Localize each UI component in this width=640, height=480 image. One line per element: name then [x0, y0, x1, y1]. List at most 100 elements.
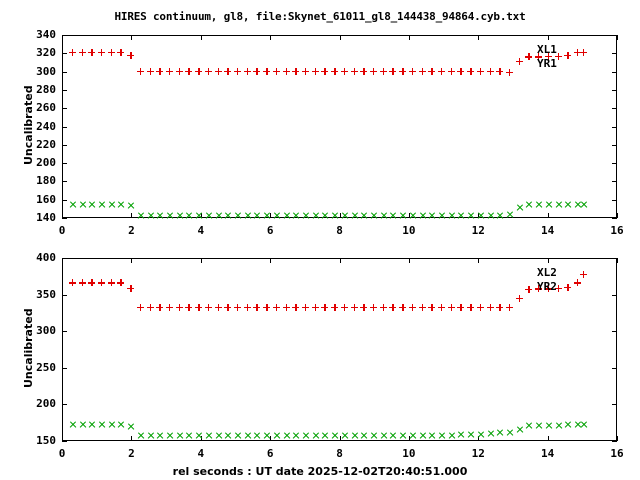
y-tick-mark [612, 258, 617, 259]
y-tick-mark [62, 35, 67, 36]
y-tick-mark [62, 163, 67, 164]
x-tick-mark [62, 35, 63, 40]
y-tick-label: 240 [36, 119, 56, 133]
y-tick-mark [62, 127, 67, 128]
x-tick-mark [548, 35, 549, 40]
x-tick-mark [617, 35, 618, 40]
y-tick-mark [612, 181, 617, 182]
y-tick-mark [612, 127, 617, 128]
y-tick-label: 150 [36, 434, 56, 447]
x-tick-mark [548, 436, 549, 441]
y-tick-mark [612, 404, 617, 405]
x-tick-mark [201, 213, 202, 218]
x-tick-mark [131, 213, 132, 218]
x-tick-label: 4 [197, 224, 205, 237]
x-tick-mark [62, 436, 63, 441]
x-tick-mark [131, 258, 132, 263]
y-tick-label: 350 [36, 287, 56, 301]
x-tick-label: 0 [58, 447, 66, 460]
page-title: HIRES continuum, gl8, file:Skynet_61011_… [114, 10, 526, 23]
y-tick-label: 200 [36, 156, 56, 170]
x-tick-mark [409, 213, 410, 218]
x-tick-label: 2 [128, 447, 135, 460]
x-tick-label: 8 [336, 447, 343, 460]
x-tick-mark [340, 258, 341, 263]
y-tick-label: 260 [36, 101, 56, 115]
y-tick-mark [612, 145, 617, 146]
x-axis-label: rel seconds : UT date 2025-12-02T20:40:5… [172, 465, 468, 478]
y-tick-label: 320 [36, 46, 56, 60]
x-tick-mark [340, 436, 341, 441]
x-tick-mark [340, 213, 341, 218]
y-tick-mark [62, 200, 67, 201]
y-tick-mark [612, 90, 617, 91]
y-tick-label: 300 [36, 64, 56, 78]
y-tick-mark [612, 108, 617, 109]
y-tick-label: 400 [36, 251, 56, 264]
x-tick-label: 0 [58, 224, 66, 237]
y-tick-label: 280 [36, 82, 56, 96]
x-tick-mark [62, 258, 63, 263]
y-tick-label: 250 [36, 360, 56, 374]
y-tick-mark [612, 295, 617, 296]
x-tick-mark [478, 258, 479, 263]
y-tick-mark [62, 181, 67, 182]
y-tick-mark [62, 72, 67, 73]
x-tick-mark [617, 213, 618, 218]
x-tick-label: 14 [541, 447, 555, 460]
y-tick-label: 200 [36, 397, 56, 411]
y-tick-mark [62, 53, 67, 54]
x-tick-label: 10 [402, 224, 416, 237]
x-tick-mark [131, 436, 132, 441]
x-tick-mark [548, 213, 549, 218]
x-tick-mark [478, 35, 479, 40]
y-tick-mark [612, 53, 617, 54]
y-tick-mark [612, 441, 617, 442]
x-tick-mark [62, 213, 63, 218]
y-tick-mark [62, 368, 67, 369]
y-tick-mark [612, 35, 617, 36]
y-tick-mark [612, 163, 617, 164]
y-tick-mark [62, 404, 67, 405]
legend-label-yr1: YR1 [537, 57, 557, 70]
y-tick-mark [62, 218, 67, 219]
y-tick-mark [62, 108, 67, 109]
y-tick-mark [612, 218, 617, 219]
x-tick-label: 6 [266, 447, 274, 460]
y-tick-mark [62, 145, 67, 146]
x-tick-mark [409, 258, 410, 263]
y-tick-mark [612, 200, 617, 201]
x-tick-label: 4 [197, 447, 205, 460]
y-tick-label: 340 [36, 28, 56, 41]
plot-frame-bottom [62, 258, 617, 441]
x-tick-mark [409, 436, 410, 441]
x-tick-mark [548, 258, 549, 263]
x-tick-mark [617, 436, 618, 441]
x-tick-label: 10 [402, 447, 416, 460]
y-tick-mark [62, 90, 67, 91]
y-tick-mark [612, 72, 617, 73]
x-tick-mark [478, 436, 479, 441]
legend-label-yr2: YR2 [537, 280, 557, 293]
y-axis-label-bottom: Uncalibrated [22, 307, 35, 388]
x-tick-mark [201, 35, 202, 40]
legend-label-xl2: XL2 [537, 266, 557, 279]
y-tick-mark [612, 331, 617, 332]
y-tick-label: 220 [36, 137, 56, 151]
y-tick-label: 300 [36, 324, 56, 338]
x-tick-mark [270, 35, 271, 40]
x-tick-label: 12 [471, 224, 485, 237]
y-tick-mark [612, 368, 617, 369]
x-tick-label: 14 [541, 224, 555, 237]
x-tick-mark [270, 436, 271, 441]
x-tick-mark [131, 35, 132, 40]
x-tick-label: 8 [336, 224, 343, 237]
y-tick-label: 140 [36, 211, 56, 224]
y-tick-mark [62, 258, 67, 259]
x-tick-mark [409, 35, 410, 40]
x-tick-label: 16 [610, 224, 624, 237]
y-tick-mark [62, 295, 67, 296]
x-tick-mark [270, 258, 271, 263]
y-tick-mark [62, 331, 67, 332]
